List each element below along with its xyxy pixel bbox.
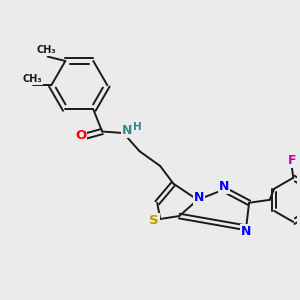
Text: O: O [75, 129, 86, 142]
Text: S: S [149, 214, 158, 227]
Text: F: F [287, 154, 296, 167]
Text: CH₃: CH₃ [37, 45, 57, 55]
Text: N: N [194, 191, 204, 204]
Text: CH₃: CH₃ [22, 74, 42, 84]
Text: N: N [122, 124, 132, 137]
Text: N: N [219, 180, 229, 193]
Text: N: N [241, 225, 251, 238]
Text: H: H [133, 122, 142, 131]
